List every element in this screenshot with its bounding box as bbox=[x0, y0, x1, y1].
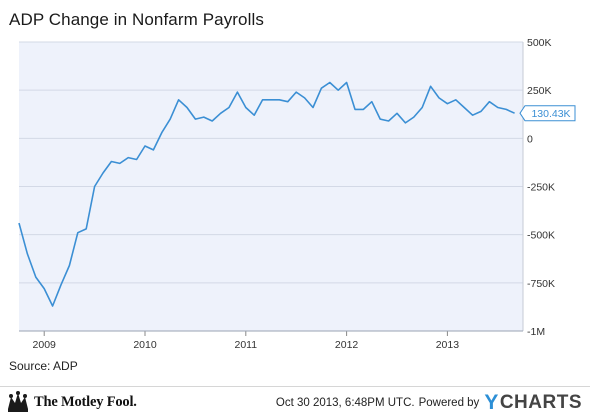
last-value-label: 130.43K bbox=[531, 108, 570, 120]
x-tick-label: 2011 bbox=[235, 339, 258, 351]
y-tick-label: -750K bbox=[527, 278, 555, 290]
y-tick-label: -1M bbox=[527, 326, 545, 338]
y-tick-label: -500K bbox=[527, 230, 555, 242]
powered-by-text: Powered by bbox=[418, 397, 480, 409]
y-tick-label: 250K bbox=[527, 85, 552, 97]
logo-text: The Motley Fool. bbox=[34, 393, 137, 410]
x-tick-label: 2013 bbox=[436, 339, 460, 351]
chart-title: ADP Change in Nonfarm Payrolls bbox=[9, 10, 264, 29]
x-axis: 2009 2010 2011 2012 2013 bbox=[19, 330, 523, 351]
jester-hat-icon bbox=[8, 391, 28, 412]
series-line bbox=[18, 81, 515, 307]
y-axis: 500K 250K 0 -250K -500K -750K -1M bbox=[522, 37, 555, 338]
ycharts-logo[interactable]: Y CHARTS bbox=[484, 391, 582, 415]
y-tick-label: -250K bbox=[527, 182, 555, 194]
y-tick-label: 500K bbox=[527, 37, 552, 49]
callout-box bbox=[519, 105, 576, 122]
timestamp: Oct 30 2013, 6:48PM UTC. bbox=[275, 397, 415, 409]
ycharts-wordmark: CHARTS bbox=[499, 392, 582, 413]
x-tick-label: 2009 bbox=[33, 339, 57, 351]
ycharts-y-mark: Y bbox=[484, 391, 499, 414]
source-note: Source: ADP bbox=[9, 359, 78, 373]
y-tick-label: 0 bbox=[527, 133, 533, 145]
x-tick-label: 2012 bbox=[335, 339, 359, 351]
x-tick-label: 2010 bbox=[133, 339, 157, 351]
motley-fool-logo: The Motley Fool. bbox=[6, 391, 137, 413]
last-value-callout: 130.43K bbox=[519, 105, 576, 122]
footer-divider bbox=[0, 386, 590, 387]
footer-attribution: Oct 30 2013, 6:48PM UTC. Powered by Y CH… bbox=[275, 391, 582, 415]
